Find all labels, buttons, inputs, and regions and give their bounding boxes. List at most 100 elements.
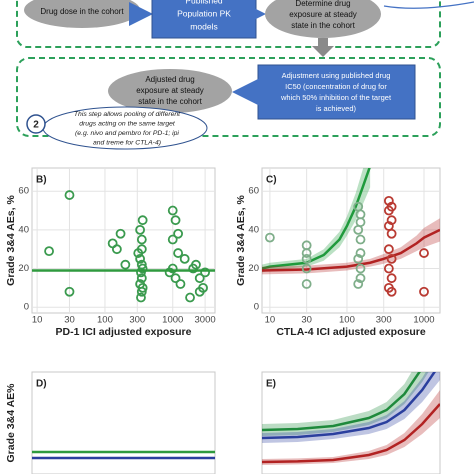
node-label-line: Adjusted drug — [145, 75, 194, 84]
x-tick-label: 30 — [64, 315, 75, 326]
x-tick-label: 30 — [301, 315, 312, 326]
point — [44, 246, 54, 257]
point — [386, 228, 397, 239]
node-label-line: drugs acting on the same target — [79, 120, 176, 127]
node-label-line: models — [190, 21, 217, 31]
partial-shape — [383, 1, 474, 9]
node-label-line: Population PK — [177, 8, 231, 18]
point — [194, 286, 205, 297]
arrow — [312, 38, 334, 57]
point — [111, 244, 122, 255]
point — [170, 273, 181, 284]
fit-line — [262, 168, 371, 270]
point — [355, 263, 366, 274]
y-tick-label: 40 — [18, 224, 29, 235]
x-tick-label: 1000 — [413, 315, 434, 326]
plot-area — [261, 167, 441, 314]
point — [120, 259, 131, 270]
point — [200, 267, 210, 278]
step-box — [16, 0, 441, 48]
point — [135, 253, 145, 264]
y-tick-label: 0 — [24, 302, 29, 313]
point — [383, 263, 394, 274]
point — [301, 263, 312, 274]
point — [167, 234, 178, 245]
x-tick-label: 1000 — [162, 315, 183, 326]
point — [419, 248, 429, 258]
point — [191, 259, 201, 270]
point — [179, 253, 190, 264]
point — [383, 205, 394, 216]
y-tick-label: 20 — [248, 263, 259, 274]
confidence-band — [262, 372, 440, 443]
node-label-line: exposure at steady — [289, 10, 357, 19]
node-label-line: state in the cohort — [138, 97, 202, 106]
point — [353, 224, 364, 235]
point — [64, 190, 75, 200]
series — [262, 390, 440, 465]
series — [383, 195, 429, 297]
point — [136, 273, 147, 284]
point — [137, 282, 148, 293]
y-tick-label: 20 — [18, 263, 29, 274]
point — [64, 286, 75, 297]
point — [264, 232, 275, 243]
point — [136, 286, 147, 297]
point — [115, 228, 126, 239]
point — [136, 267, 146, 278]
node-label-line: Determine drug — [295, 0, 350, 8]
point — [383, 244, 394, 255]
node-label-line: Published — [185, 0, 223, 5]
point — [355, 248, 366, 258]
series — [44, 190, 210, 303]
point — [135, 224, 145, 235]
panel-label: C) — [266, 175, 277, 186]
panel-label: E) — [266, 379, 276, 390]
node-label-line: Adjustment using published drug — [282, 71, 391, 80]
node-shape — [265, 0, 381, 38]
node-shape — [257, 64, 416, 120]
point — [194, 273, 205, 284]
point — [355, 273, 366, 284]
step-badge — [26, 114, 46, 134]
point — [173, 248, 184, 258]
point — [164, 267, 175, 278]
fit-line — [262, 372, 421, 432]
node-label-line: This step allows pooling of different — [74, 111, 181, 118]
y-tick-label: 60 — [18, 186, 29, 197]
point — [419, 286, 429, 297]
y-axis-title: Grade 3&4 AEs, % — [235, 195, 247, 286]
point — [170, 215, 181, 226]
point — [137, 215, 148, 226]
x-tick-label: 3000 — [195, 315, 216, 326]
fit-line — [262, 228, 440, 272]
point — [353, 279, 364, 289]
point — [133, 248, 144, 258]
fit-line — [262, 403, 440, 464]
series — [262, 168, 371, 273]
y-tick-label: 0 — [254, 302, 259, 313]
point — [386, 286, 397, 297]
node-label-line: Drug dose in the cohort — [40, 7, 124, 16]
node-shape — [151, 0, 257, 39]
x-tick-label: 300 — [129, 315, 145, 326]
point — [136, 292, 146, 303]
x-tick-label: 10 — [32, 315, 43, 326]
point — [301, 253, 312, 264]
step-number: 2 — [33, 120, 39, 131]
node-label-line: which 50% inhibition of the target — [280, 93, 392, 102]
y-axis-title: Grade 3&4 AEs, % — [5, 195, 17, 286]
point — [355, 234, 366, 245]
point — [173, 228, 184, 239]
point — [386, 273, 397, 284]
point — [136, 234, 147, 245]
point — [175, 279, 186, 289]
node-label-line: and treme for CTLA-4) — [93, 139, 161, 146]
point — [353, 253, 364, 264]
fit-line — [262, 372, 437, 440]
step-box — [16, 57, 441, 137]
x-tick-label: 10 — [265, 315, 276, 326]
node-shape — [24, 0, 140, 28]
x-tick-label: 100 — [97, 315, 113, 326]
